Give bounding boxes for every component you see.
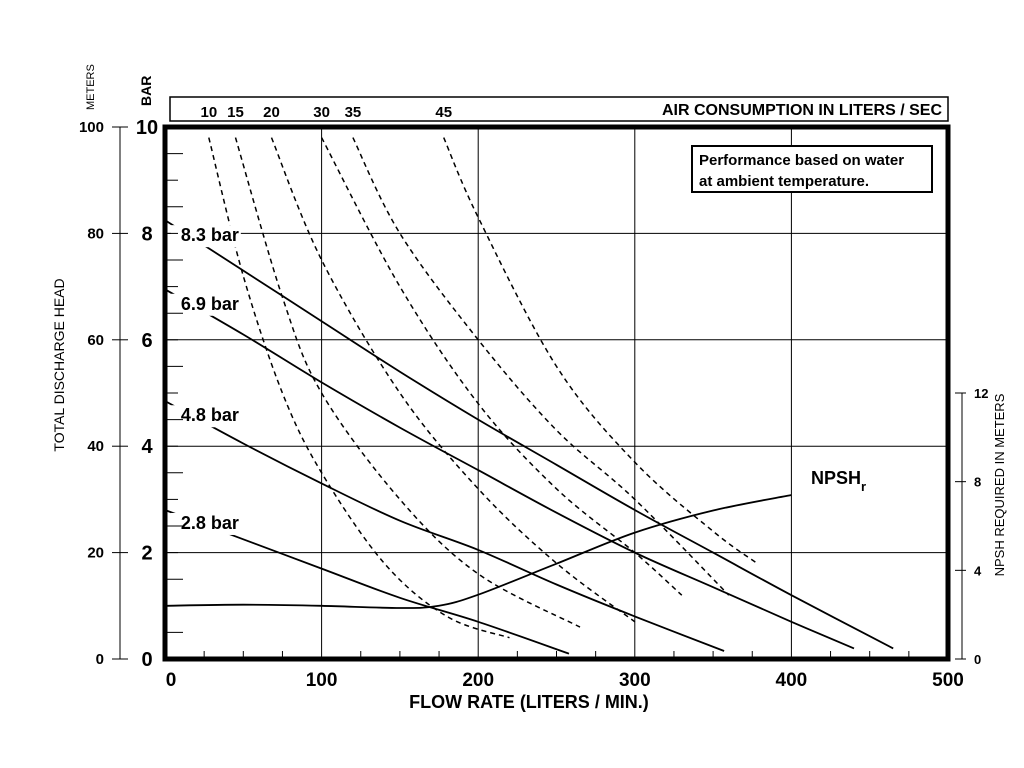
air-consumption-label: AIR CONSUMPTION IN LITERS / SEC	[662, 102, 942, 119]
air-consumption-curves	[208, 137, 758, 639]
pressure-label-bg	[170, 293, 241, 316]
bar-tick-label: 6	[141, 330, 152, 352]
meters-tick-label: 40	[87, 438, 104, 455]
pressure-curve-8-3-bar	[164, 219, 894, 650]
meters-tick-label: 100	[79, 119, 104, 136]
npsh-curve-group	[164, 494, 792, 609]
pressure-curve-6-9-bar	[164, 288, 855, 650]
air-consumption-curve-10	[208, 137, 510, 639]
npsh-tick-label: 12	[974, 386, 988, 401]
pressure-curve-label: 6.9 bar	[181, 294, 239, 314]
meters-tick-label: 20	[87, 545, 104, 562]
npsh-axis: 0 4 8 12	[955, 386, 988, 667]
pressure-label-bg	[170, 512, 241, 535]
pressure-curve-label: 4.8 bar	[181, 405, 239, 425]
x-axis-title: FLOW RATE (LITERS / MIN.)	[409, 692, 649, 712]
air-consumption-tick-45: 45	[435, 104, 452, 121]
bar-unit-label: BAR	[138, 76, 154, 106]
bar-tick-label: 8	[141, 223, 152, 245]
pressure-label-bg	[170, 405, 241, 428]
pressure-curves: 8.3 bar 6.9 bar 4.8 bar 2.8 bar	[164, 219, 894, 655]
npsh-tick-label: 8	[974, 475, 981, 490]
plot-frame	[162, 124, 951, 662]
x-axis: 0 100 200 300 400 500	[166, 651, 964, 691]
pressure-curve-2-8-bar	[164, 509, 570, 655]
air-consumption-curve-35	[352, 137, 730, 596]
npsh-tick-label: 0	[974, 652, 981, 667]
air-consumption-curve-20	[270, 137, 636, 623]
bar-tick-label: 4	[141, 436, 153, 458]
air-consumption-tick-labels: 10 15 20 30 35 45	[201, 104, 453, 121]
meters-unit-label: METERS	[85, 64, 97, 110]
air-consumption-header-box	[169, 96, 949, 122]
left-axes: 0 20 40 60 80 100 0 2 4 6 8 10	[79, 117, 183, 671]
npsh-axis-title: NPSH REQUIRED IN METERS	[992, 393, 1007, 576]
y-axis-title: TOTAL DISCHARGE HEAD	[51, 278, 67, 451]
pressure-curve-label: 8.3 bar	[181, 225, 239, 245]
meters-tick-label: 60	[87, 332, 104, 349]
air-consumption-curve-30	[320, 137, 683, 596]
note-line-1: Performance based on water	[699, 152, 905, 169]
air-consumption-tick-15: 15	[227, 104, 244, 121]
x-tick-label: 500	[932, 670, 964, 691]
x-tick-label: 400	[776, 670, 808, 691]
bar-tick-label: 0	[141, 649, 152, 671]
bar-tick-label: 10	[136, 117, 158, 139]
x-tick-label: 300	[619, 670, 651, 691]
note-line-2: at ambient temperature.	[699, 173, 870, 190]
x-tick-label: 0	[166, 670, 177, 691]
npsh-tick-label: 4	[974, 563, 982, 578]
air-consumption-curve-45	[443, 137, 758, 564]
air-consumption-curve-15	[234, 137, 581, 628]
bar-tick-label: 2	[141, 543, 152, 565]
npsh-curve	[164, 494, 792, 609]
air-consumption-tick-35: 35	[345, 104, 362, 121]
meters-tick-label: 0	[96, 651, 104, 668]
npsh-curve-label: NPSHr	[811, 468, 866, 494]
pressure-curve-4-8-bar	[164, 400, 725, 652]
x-tick-label: 100	[306, 670, 338, 691]
pressure-label-bg	[170, 225, 241, 248]
meters-tick-label: 80	[87, 225, 104, 242]
performance-note: Performance based on water at ambient te…	[691, 145, 933, 193]
air-consumption-tick-20: 20	[263, 104, 280, 121]
air-consumption-tick-30: 30	[313, 104, 330, 121]
air-consumption-tick-10: 10	[201, 104, 218, 121]
x-tick-label: 200	[462, 670, 494, 691]
grid-lines	[165, 127, 948, 659]
pressure-curve-label: 2.8 bar	[181, 513, 239, 533]
